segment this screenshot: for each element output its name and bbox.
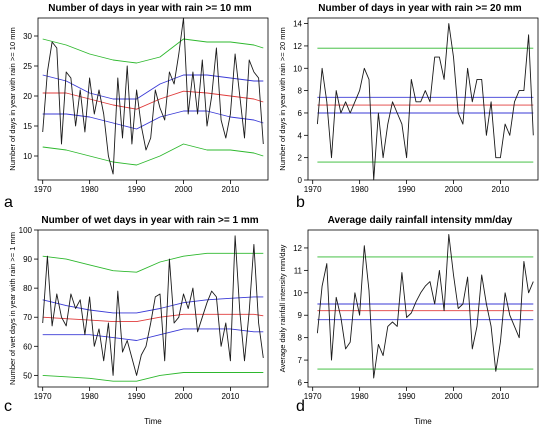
chart-3-x-tick-label: 2000 — [445, 392, 463, 401]
chart-3-panel-letter: d — [296, 398, 305, 415]
chart-1-y-tick-label: 4 — [298, 131, 303, 140]
chart-0-panel: Number of days in year with rain >= 10 m… — [4, 3, 269, 211]
chart-2-panel: Number of wet days in year with rain >= … — [4, 215, 269, 426]
chart-0-title: Number of days in year with rain >= 10 m… — [48, 3, 252, 14]
chart-1-y-tick-label: 10 — [293, 64, 302, 73]
chart-3-x-axis-title: Time — [414, 417, 432, 426]
chart-0-series-outer-bound-line — [42, 38, 264, 64]
chart-1-y-axis-title: Number of days in year with rain >= 20 m… — [278, 27, 287, 170]
chart-3-y-tick-label: 8 — [298, 334, 303, 343]
chart-2-y-tick-label: 100 — [19, 226, 33, 235]
chart-1-y-tick-label: 14 — [293, 20, 302, 29]
chart-3-x-tick-label: 1970 — [304, 392, 322, 401]
chart-3-y-tick-label: 7 — [298, 356, 303, 365]
chart-2-x-tick-label: 2010 — [222, 392, 240, 401]
chart-2-panel-letter: c — [4, 398, 12, 415]
chart-0-x-tick-label: 1970 — [34, 185, 52, 194]
chart-2-series-outer-bound-line — [42, 252, 264, 273]
chart-2-title: Number of wet days in year with rain >= … — [41, 215, 258, 226]
chart-0-x-tick-label: 2000 — [175, 185, 193, 194]
chart-0-y-tick-label: 10 — [23, 152, 32, 161]
chart-0-y-tick-label: 25 — [23, 62, 32, 71]
chart-3-series-observed-line — [316, 234, 534, 379]
chart-1-y-tick-label: 12 — [293, 42, 302, 51]
chart-3-y-tick-label: 6 — [298, 379, 303, 388]
chart-1-x-tick-label: 2010 — [492, 185, 510, 194]
chart-2-series-outer-bound-line — [42, 372, 264, 382]
chart-3-y-tick-label: 9 — [298, 311, 303, 320]
chart-1-x-tick-label: 1980 — [351, 185, 369, 194]
chart-1-panel-letter: b — [296, 194, 305, 211]
chart-1-panel: Number of days in year with rain >= 20 m… — [278, 3, 539, 211]
chart-2-y-axis-title: Number of wet days in year with rain >= … — [8, 232, 17, 385]
chart-2-x-tick-label: 1980 — [81, 392, 99, 401]
chart-1-y-tick-label: 8 — [298, 87, 303, 96]
chart-1-series-observed-line — [316, 23, 534, 181]
chart-2-y-tick-label: 50 — [23, 371, 32, 380]
chart-0-panel-letter: a — [4, 194, 13, 211]
chart-3-y-axis-title: Average daily rainfall intensity mm/day — [278, 244, 287, 372]
chart-3-plot-frame — [307, 229, 539, 388]
chart-1-x-tick-label: 2000 — [445, 185, 463, 194]
chart-0-series-trend-line — [42, 90, 264, 110]
chart-0-y-tick-label: 20 — [23, 92, 32, 101]
chart-0-y-axis-title: Number of days in year with rain >= 10 m… — [8, 27, 17, 170]
chart-0-plot-frame — [37, 17, 269, 181]
chart-1-y-tick-label: 6 — [298, 109, 303, 118]
chart-0-x-tick-label: 1980 — [81, 185, 99, 194]
chart-3-y-tick-label: 11 — [294, 266, 303, 275]
chart-1-x-tick-label: 1990 — [398, 185, 416, 194]
chart-1-x-tick-label: 1970 — [304, 185, 322, 194]
chart-3-y-tick-label: 10 — [293, 289, 302, 298]
chart-3-x-tick-label: 1990 — [398, 392, 416, 401]
chart-2-y-tick-label: 90 — [23, 255, 32, 264]
chart-1-y-tick-label: 2 — [298, 154, 303, 163]
chart-1-plot-frame — [307, 17, 539, 181]
chart-0-series-inner-bound-line — [42, 110, 264, 130]
chart-0-x-tick-label: 2010 — [222, 185, 240, 194]
chart-3-panel: Average daily rainfall intensity mm/day d… — [278, 215, 539, 426]
chart-0-x-tick-label: 1990 — [128, 185, 146, 194]
chart-2-y-tick-label: 80 — [23, 284, 32, 293]
chart-3-x-tick-label: 2010 — [492, 392, 510, 401]
chart-3-x-tick-label: 1980 — [351, 392, 369, 401]
chart-2-x-tick-label: 2000 — [175, 392, 193, 401]
chart-2-plot-frame — [37, 229, 269, 388]
chart-0-y-tick-label: 30 — [23, 32, 32, 41]
chart-2-series-trend-line — [42, 313, 264, 323]
chart-0-y-tick-label: 15 — [23, 122, 32, 131]
chart-0-series-outer-bound-line — [42, 143, 264, 166]
chart-2-x-tick-label: 1990 — [128, 392, 146, 401]
chart-2-y-tick-label: 70 — [23, 313, 32, 322]
chart-1-title: Number of days in year with rain >= 20 m… — [318, 3, 522, 14]
chart-2-y-tick-label: 60 — [23, 342, 32, 351]
chart-3-title: Average daily rainfall intensity mm/day — [328, 215, 513, 226]
chart-1-y-tick-label: 0 — [298, 176, 303, 185]
chart-2-x-tick-label: 1970 — [34, 392, 52, 401]
chart-3-y-tick-label: 12 — [293, 244, 302, 253]
chart-2-series-inner-bound-line — [42, 328, 264, 341]
chart-2-x-axis-title: Time — [144, 417, 162, 426]
chart-0-series-observed-line — [42, 17, 264, 175]
chart-2-series-observed-line — [42, 235, 264, 376]
